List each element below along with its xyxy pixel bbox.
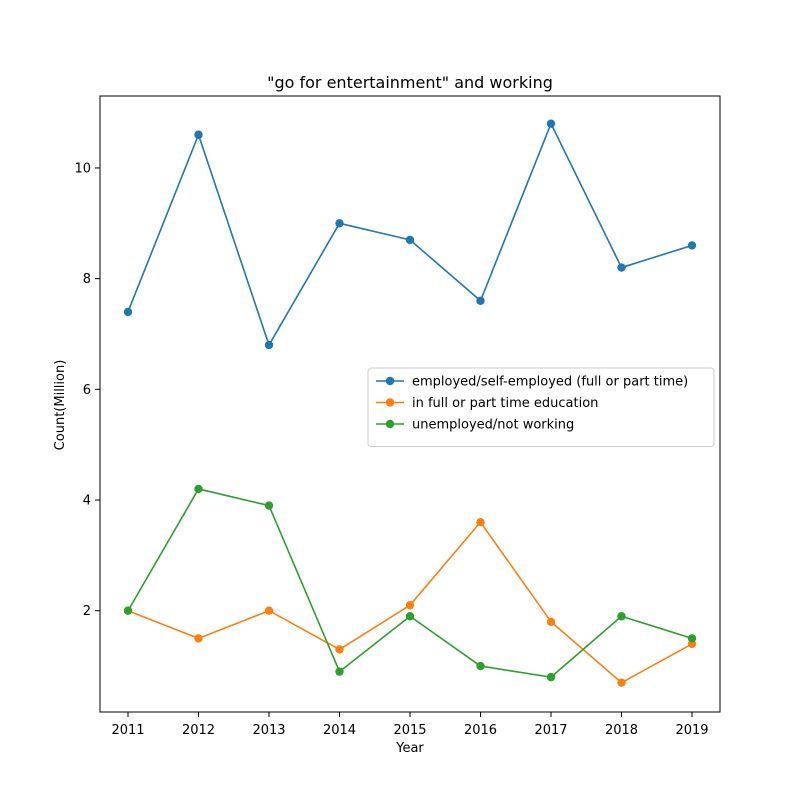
x-tick-label: 2011 [111,723,144,738]
data-point [264,501,274,510]
legend-swatch-marker [385,419,395,429]
y-tick-label: 8 [83,272,91,287]
x-tick-label: 2012 [182,723,215,738]
y-tick-label: 2 [83,604,91,619]
data-point [405,235,415,245]
x-tick-label: 2018 [605,723,638,738]
x-tick-label: 2016 [464,723,497,738]
data-point [264,340,274,350]
legend: employed/self-employed (full or part tim… [367,367,715,447]
y-tick-label: 4 [83,494,91,509]
data-point [194,484,203,494]
data-point [405,612,415,621]
x-tick-label: 2013 [252,723,285,738]
data-point [546,617,556,626]
legend-entry: unemployed/not working [412,418,574,433]
legend-box [367,367,715,447]
data-point [617,678,626,687]
data-point [405,600,415,610]
data-point [546,119,556,128]
data-point [123,307,133,317]
x-tick-label: 2014 [323,723,356,738]
data-point [335,219,344,228]
data-point [335,667,344,676]
x-tick-label: 2019 [675,723,708,738]
x-tick-label: 2015 [393,723,426,738]
legend-swatch-marker [385,376,395,386]
data-point [194,634,203,643]
legend-entry: in full or part time education [412,396,598,411]
data-point [617,263,626,272]
data-point [617,612,626,621]
data-point [546,672,556,682]
data-point [476,296,485,305]
legend-swatch-marker [385,398,395,407]
legend-entry: employed/self-employed (full or part tim… [412,375,688,390]
series-line-0 [127,122,693,346]
plot-area: 2011 2012 2013 2014 2015 2016 2017 2018 2019 2 4 6 8… [74,95,721,738]
data-point [123,606,133,615]
data-point [264,606,274,615]
data-point [687,634,697,643]
data-point [335,645,344,654]
y-axis-label: Count(Million) [53,360,68,451]
data-point [687,241,697,250]
y-tick-label: 10 [74,161,91,176]
data-point [476,517,485,527]
x-tick-label: 2017 [534,723,567,738]
series-line-2 [127,488,693,678]
y-tick-label: 6 [83,383,91,398]
x-axis-label: Year [395,741,424,756]
data-point [476,661,485,671]
chart-title: "go for entertainment" and working [267,73,553,92]
data-point [194,130,203,139]
